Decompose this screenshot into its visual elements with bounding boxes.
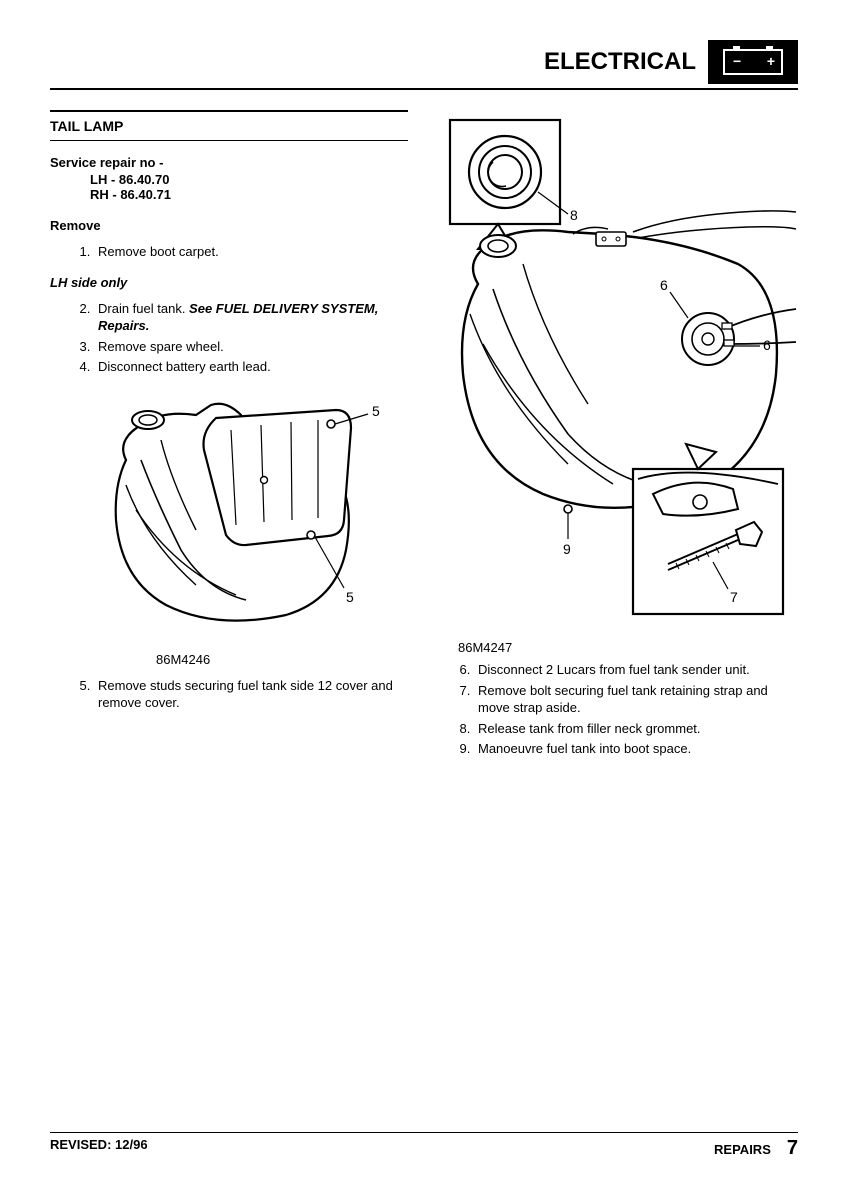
footer-revised: REVISED: 12/96 [50,1137,148,1160]
step-6: Disconnect 2 Lucars from fuel tank sende… [474,661,798,679]
fig2-callout-9: 9 [563,541,571,557]
footer: REVISED: 12/96 REPAIRS 7 [50,1132,798,1160]
battery-icon: − + [708,40,798,84]
step-8-text: Release tank from filler neck grommet. [478,721,701,736]
step-5: Remove studs securing fuel tank side 12 … [94,677,408,712]
footer-line: REVISED: 12/96 REPAIRS 7 [50,1132,798,1160]
footer-section: REPAIRS [714,1142,771,1157]
steps-list-6: Disconnect 2 Lucars from fuel tank sende… [438,661,798,758]
step-1-text: Remove boot carpet. [98,244,219,259]
remove-heading: Remove [50,218,408,233]
section-title: TAIL LAMP [50,118,408,134]
figure-1: 5 5 86M4246 [86,390,408,667]
figure-1-svg: 5 5 [86,390,386,650]
lh-side-heading: LH side only [50,275,408,290]
fig2-callout-6b: 6 [763,337,771,353]
step-5-text: Remove studs securing fuel tank side 12 … [98,678,393,711]
section-title-box: TAIL LAMP [50,110,408,141]
figure-1-caption: 86M4246 [156,652,408,667]
step-8: Release tank from filler neck grommet. [474,720,798,738]
step-4: Disconnect battery earth lead. [94,358,408,376]
step-9: Manoeuvre fuel tank into boot space. [474,740,798,758]
figure-2-svg: 8 [438,114,798,634]
service-repair-rh: RH - 86.40.71 [50,187,408,202]
step-2-pre: Drain fuel tank. [98,301,189,316]
step-7: Remove bolt securing fuel tank retaining… [474,682,798,717]
step-3: Remove spare wheel. [94,338,408,356]
left-column: TAIL LAMP Service repair no - LH - 86.40… [50,110,408,761]
fig1-callout-5a: 5 [372,403,380,419]
header-title: ELECTRICAL [544,48,696,76]
step-6-text: Disconnect 2 Lucars from fuel tank sende… [478,662,750,677]
service-repair-lh: LH - 86.40.70 [50,172,408,187]
step-1: Remove boot carpet. [94,243,408,261]
steps-list-5: Remove studs securing fuel tank side 12 … [50,677,408,712]
fig2-callout-8: 8 [570,207,578,223]
header-rule [50,88,798,90]
steps-list-1: Remove boot carpet. [50,243,408,261]
figure-2: 8 [438,114,798,655]
figure-2-caption: 86M4247 [458,640,798,655]
step-4-text: Disconnect battery earth lead. [98,359,271,374]
step-3-text: Remove spare wheel. [98,339,224,354]
step-9-text: Manoeuvre fuel tank into boot space. [478,741,691,756]
right-column: 8 [438,110,798,761]
service-repair-heading: Service repair no - [50,155,408,170]
step-7-text: Remove bolt securing fuel tank retaining… [478,683,768,716]
fig2-callout-6a: 6 [660,277,668,293]
step-2: Drain fuel tank. See FUEL DELIVERY SYSTE… [94,300,408,335]
fig1-callout-5b: 5 [346,589,354,605]
page-number: 7 [787,1137,798,1160]
page: ELECTRICAL − + TAIL LAMP Service repair … [0,0,848,1200]
header: ELECTRICAL − + [50,40,798,84]
columns: TAIL LAMP Service repair no - LH - 86.40… [50,110,798,761]
steps-list-2: Drain fuel tank. See FUEL DELIVERY SYSTE… [50,300,408,376]
fig2-callout-7: 7 [730,589,738,605]
